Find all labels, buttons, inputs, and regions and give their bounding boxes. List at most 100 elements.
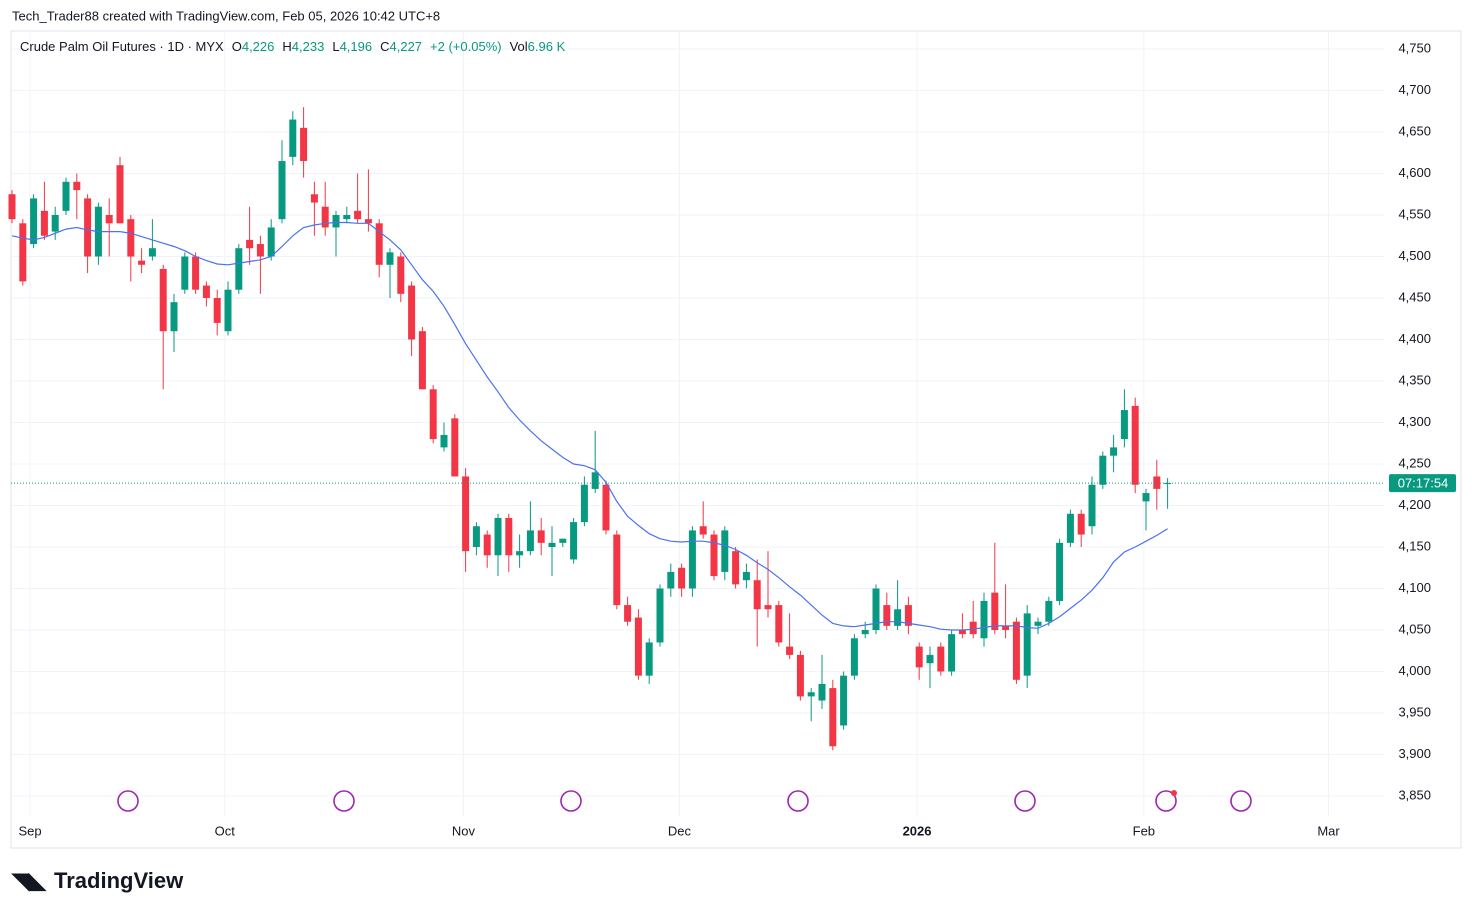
candle-body <box>958 630 966 635</box>
candle-body <box>818 683 826 701</box>
candle-body <box>829 688 837 747</box>
event-dot <box>1171 790 1177 796</box>
candle-body <box>235 248 243 290</box>
candle-body <box>872 588 880 630</box>
legend-item: O <box>232 39 242 54</box>
candle-body <box>440 434 448 448</box>
candle-body <box>19 223 27 282</box>
legend-item: L <box>332 39 339 54</box>
candle-body <box>1066 513 1074 543</box>
candle-body <box>591 472 599 489</box>
candle-body <box>472 526 480 547</box>
candle-body <box>310 194 318 203</box>
candle-body <box>202 285 210 298</box>
event-icon[interactable] <box>1014 790 1036 812</box>
caption: Tech_Trader88 created with TradingView.c… <box>12 8 440 23</box>
y-tick-label: 4,650 <box>1398 123 1431 138</box>
legend-item: 6.96 K <box>528 39 566 54</box>
candle-body <box>1110 447 1118 456</box>
candle-body <box>1142 493 1150 502</box>
legend-text: Crude Palm Oil Futures · 1D · MYX O4,226 H… <box>20 39 566 54</box>
y-tick-label: 4,050 <box>1398 621 1431 636</box>
candle-body <box>570 522 578 560</box>
grid: 3,850 3,900 3,950 4,000 4,050 4,100 4,150 4,200… <box>11 31 1431 838</box>
y-tick-label: 3,900 <box>1398 746 1431 761</box>
candle-body <box>1034 621 1042 626</box>
candle-body <box>30 198 38 245</box>
candle-body <box>904 605 912 626</box>
candle-body <box>840 675 848 726</box>
candle-body <box>548 542 556 547</box>
candle-body <box>807 692 815 697</box>
legend-item: Vol <box>510 39 528 54</box>
countdown-label: 07:17:54 <box>1398 476 1449 491</box>
legend-item: 4,227 <box>390 39 423 54</box>
x-tick-label: Dec <box>668 823 692 838</box>
legend-item: 4,233 <box>292 39 325 54</box>
candle-body <box>494 517 502 556</box>
legend-item: C <box>380 39 389 54</box>
candle-body <box>1045 600 1053 622</box>
y-tick-label: 4,300 <box>1398 414 1431 429</box>
x-tick-label: Nov <box>452 823 476 838</box>
y-tick-label: 4,500 <box>1398 248 1431 263</box>
moving-average <box>11 221 1168 631</box>
event-icon[interactable] <box>787 790 809 812</box>
candle-body <box>483 534 491 556</box>
y-tick-label: 4,550 <box>1398 206 1431 221</box>
candle-body <box>764 605 772 610</box>
legend-item: Crude Palm Oil Futures · 1D · MYX <box>20 39 224 54</box>
candle-body <box>948 634 956 672</box>
event-icon[interactable] <box>117 790 139 812</box>
candle-body <box>213 298 221 323</box>
y-tick-label: 4,250 <box>1398 455 1431 470</box>
candle-body <box>105 215 113 224</box>
x-tick-label: Feb <box>1133 823 1155 838</box>
candle-body <box>699 526 707 535</box>
candle-body <box>786 646 794 655</box>
candle-body <box>62 181 70 211</box>
candle-body <box>1164 483 1172 485</box>
x-tick-label: 2026 <box>903 823 932 838</box>
candle-body <box>850 638 858 676</box>
candle-body <box>894 609 902 626</box>
brand-name: TradingView <box>54 868 184 893</box>
candle-body <box>246 239 254 249</box>
event-icon[interactable] <box>1155 790 1177 812</box>
legend: Crude Palm Oil Futures · 1D · MYX O4,226 H… <box>20 39 566 54</box>
candle-body <box>332 215 340 228</box>
event-icons <box>117 790 1252 812</box>
candle-body <box>775 605 783 643</box>
candle-body <box>656 588 664 643</box>
candle-body <box>732 551 740 585</box>
candle-body <box>580 484 588 523</box>
event-icon[interactable] <box>560 790 582 812</box>
y-tick-label: 3,950 <box>1398 704 1431 719</box>
x-tick-label: Mar <box>1317 823 1340 838</box>
y-tick-label: 4,100 <box>1398 580 1431 595</box>
candle-body <box>148 248 156 257</box>
candle-body <box>1153 476 1161 489</box>
candle-body <box>343 215 351 220</box>
candle-body <box>170 302 178 332</box>
candle-body <box>418 331 426 390</box>
candle-body <box>116 165 124 224</box>
event-icon[interactable] <box>1230 790 1252 812</box>
candle-body <box>721 530 729 572</box>
candle-body <box>159 268 167 332</box>
candle-body <box>645 642 653 676</box>
candle-body <box>559 538 567 543</box>
legend-item: H <box>282 39 291 54</box>
x-tick-label: Sep <box>18 823 41 838</box>
y-tick-label: 4,200 <box>1398 497 1431 512</box>
candle-body <box>980 600 988 639</box>
candle-body <box>278 161 286 220</box>
event-icon[interactable] <box>333 790 355 812</box>
legend-item: 4,226 <box>242 39 275 54</box>
candle-body <box>127 219 135 257</box>
candle-body <box>267 227 275 257</box>
candle-body <box>192 256 200 290</box>
candle-body <box>742 571 750 581</box>
